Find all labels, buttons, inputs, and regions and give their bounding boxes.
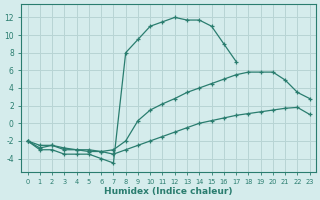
X-axis label: Humidex (Indice chaleur): Humidex (Indice chaleur) [104,187,233,196]
